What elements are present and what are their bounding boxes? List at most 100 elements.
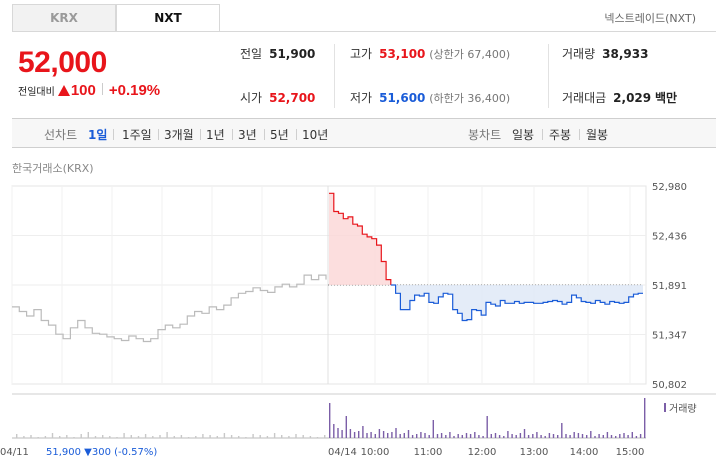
stat-open: 시가 52,700 <box>240 89 315 106</box>
volume-bar <box>453 436 455 438</box>
volume-bar <box>606 432 609 438</box>
volume-bar <box>590 431 592 438</box>
volume-bar <box>507 431 509 438</box>
volume-bar <box>144 434 147 438</box>
period-selector: 선차트 1일 1주일 3개월 1년 3년 5년 10년 봉차트 일봉 주봉 월봉 <box>12 118 716 148</box>
down-price-line <box>390 284 643 322</box>
prev-day-line <box>12 274 327 343</box>
volume-bar <box>109 436 111 438</box>
stat-prev-close: 전일 51,900 <box>240 45 315 62</box>
stat-label: 거래대금 <box>562 91 607 105</box>
stat-upper-limit: (상한가 67,400) <box>429 48 511 61</box>
stat-low: 저가 51,600 (하한가 36,400) <box>350 89 510 106</box>
stats-divider <box>334 44 335 108</box>
volume-bar <box>137 436 140 438</box>
stat-high: 고가 53,100 (상한가 67,400) <box>350 45 510 62</box>
period-divider <box>264 129 265 140</box>
volume-bar <box>37 437 39 438</box>
exchange-tabs: KRX NXT <box>12 4 220 32</box>
stat-amount: 거래대금 2,029 백만 <box>562 89 677 106</box>
volume-bar <box>216 436 218 438</box>
volume-bar <box>159 435 161 438</box>
volume-bar <box>302 435 304 438</box>
volume-bar <box>273 433 276 438</box>
period-daily-candle[interactable]: 일봉 <box>512 128 535 142</box>
period-1w[interactable]: 1주일 <box>122 128 152 142</box>
volume-bar <box>173 436 175 438</box>
volume-bar <box>353 432 356 438</box>
volume-bar <box>341 430 343 438</box>
volume-bar <box>362 426 364 438</box>
stat-lower-limit: (하한가 36,400) <box>429 92 511 105</box>
volume-bar <box>266 436 269 438</box>
x-tick-label: 14:00 <box>570 447 599 458</box>
period-3y[interactable]: 3년 <box>238 128 257 142</box>
volume-bar <box>370 432 372 438</box>
stat-label: 저가 <box>350 91 373 105</box>
volume-bar <box>399 434 401 438</box>
volume-bar <box>403 433 405 438</box>
volume-bar <box>102 435 104 438</box>
volume-bar <box>428 435 430 438</box>
period-5y[interactable]: 5년 <box>270 128 289 142</box>
period-1y[interactable]: 1년 <box>206 128 225 142</box>
volume-bar <box>59 436 61 438</box>
stat-value: 51,900 <box>269 47 316 61</box>
volume-bar <box>461 435 463 438</box>
stat-unit: 백만 <box>654 91 678 105</box>
volume-bar <box>395 428 397 438</box>
volume-bar <box>187 437 190 438</box>
volume-bar <box>436 434 439 438</box>
period-divider <box>296 129 297 140</box>
x-tick-label: 04/14 <box>328 447 357 458</box>
line-chart-label: 선차트 <box>44 128 78 142</box>
volume-bar <box>515 435 517 438</box>
volume-bar <box>238 436 240 438</box>
current-price: 52,000 <box>18 46 107 79</box>
volume-bar <box>252 434 254 438</box>
volume-bar <box>503 436 505 438</box>
volume-bar <box>382 431 385 438</box>
volume-bar <box>623 433 625 438</box>
stat-label: 거래량 <box>562 47 596 61</box>
volume-bar <box>586 435 588 438</box>
y-tick-label: 52,980 <box>652 182 687 193</box>
volume-bar <box>16 434 18 438</box>
volume-bar <box>309 436 312 438</box>
period-divider <box>113 129 114 140</box>
volume-bar <box>23 436 25 438</box>
period-3m[interactable]: 3개월 <box>164 128 194 142</box>
stats-divider <box>548 44 549 108</box>
volume-bar <box>195 436 197 438</box>
volume-bar <box>494 433 497 438</box>
volume-bar <box>498 435 501 438</box>
y-tick-label: 51,891 <box>652 281 687 292</box>
volume-bar <box>337 428 339 438</box>
volume-bar <box>573 432 575 438</box>
volume-bar <box>358 431 360 438</box>
period-10y[interactable]: 10년 <box>302 128 329 142</box>
volume-bar <box>245 437 247 438</box>
stat-volume: 거래량 38,933 <box>562 45 648 62</box>
period-divider <box>542 129 543 140</box>
volume-bar <box>420 432 422 438</box>
period-divider <box>232 129 233 140</box>
period-1d[interactable]: 1일 <box>88 128 108 142</box>
volume-bar <box>424 433 426 438</box>
x-tick-label: 12:00 <box>468 447 497 458</box>
volume-bar <box>202 434 204 438</box>
period-weekly-candle[interactable]: 주봉 <box>549 128 572 142</box>
volume-bar <box>557 435 559 438</box>
volume-bar <box>631 432 633 438</box>
volume-bar <box>209 435 211 438</box>
tab-krx[interactable]: KRX <box>12 4 116 32</box>
period-monthly-candle[interactable]: 월봉 <box>586 128 609 142</box>
volume-bar <box>619 434 621 438</box>
change-amount: 100 <box>70 82 96 99</box>
price-change: 전일대비 100 +0.19% <box>18 82 160 99</box>
volume-bar <box>333 424 335 438</box>
volume-bar <box>486 416 488 438</box>
volume-bar <box>378 429 381 438</box>
volume-bar <box>80 434 82 438</box>
